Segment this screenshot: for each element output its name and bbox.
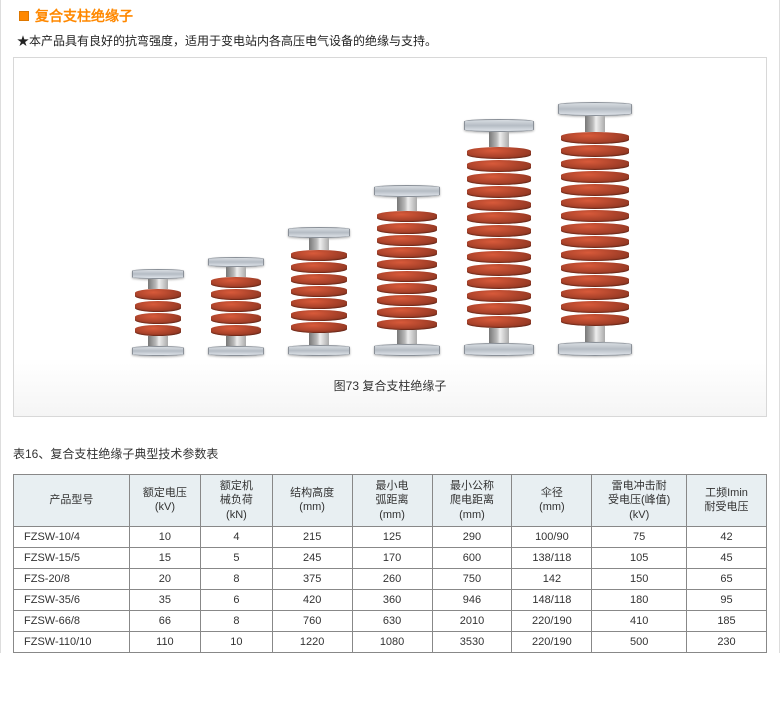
insulator-2 <box>208 257 264 356</box>
cell-h: 245 <box>272 547 352 568</box>
cell-kv: 15 <box>129 547 201 568</box>
cell-h: 215 <box>272 526 352 547</box>
page-container: 复合支柱绝缘子 ★本产品具有良好的抗弯强度，适用于变电站内各高压电气设备的绝缘与… <box>0 0 780 653</box>
insulators-row <box>132 102 632 356</box>
cell-creep: 290 <box>432 526 512 547</box>
table-row: FZSW-35/6356420360946148/11818095 <box>14 589 767 610</box>
insulator-3 <box>288 227 350 356</box>
cell-h: 760 <box>272 610 352 631</box>
figure-area: 图73 复合支柱绝缘子 <box>13 57 767 417</box>
table-row: FZSW-110/1011010122010803530220/19050023… <box>14 631 767 652</box>
cell-arc: 170 <box>352 547 432 568</box>
cell-kv: 10 <box>129 526 201 547</box>
cell-impulse: 105 <box>592 547 687 568</box>
page-title: 复合支柱绝缘子 <box>35 6 133 26</box>
spec-table: 产品型号额定电压(kV)额定机械负荷(kN)结构高度(mm)最小电弧距离(mm)… <box>13 474 767 653</box>
cell-model: FZSW-10/4 <box>14 526 130 547</box>
table-body: FZSW-10/4104215125290100/907542FZSW-15/5… <box>14 526 767 652</box>
table-header-row: 产品型号额定电压(kV)额定机械负荷(kN)结构高度(mm)最小电弧距离(mm)… <box>14 475 767 527</box>
cell-impulse: 410 <box>592 610 687 631</box>
cell-arc: 260 <box>352 568 432 589</box>
col-pf: 工频Imin耐受电压 <box>687 475 767 527</box>
product-description: ★本产品具有良好的抗弯强度，适用于变电站内各高压电气设备的绝缘与支持。 <box>17 32 767 49</box>
cell-h: 1220 <box>272 631 352 652</box>
cell-h: 375 <box>272 568 352 589</box>
cell-model: FZSW-66/8 <box>14 610 130 631</box>
col-h: 结构高度(mm) <box>272 475 352 527</box>
insulator-6 <box>558 102 632 356</box>
cell-creep: 946 <box>432 589 512 610</box>
title-bar: 复合支柱绝缘子 <box>19 6 767 26</box>
cell-creep: 600 <box>432 547 512 568</box>
cell-dia: 100/90 <box>512 526 592 547</box>
cell-kn: 8 <box>201 610 273 631</box>
cell-kn: 6 <box>201 589 273 610</box>
cell-impulse: 500 <box>592 631 687 652</box>
cell-dia: 138/118 <box>512 547 592 568</box>
cell-pf: 185 <box>687 610 767 631</box>
cell-dia: 220/190 <box>512 610 592 631</box>
cell-pf: 230 <box>687 631 767 652</box>
cell-kv: 35 <box>129 589 201 610</box>
cell-model: FZSW-110/10 <box>14 631 130 652</box>
cell-pf: 42 <box>687 526 767 547</box>
cell-impulse: 180 <box>592 589 687 610</box>
cell-kv: 66 <box>129 610 201 631</box>
cell-pf: 95 <box>687 589 767 610</box>
table-row: FZS-20/820837526075014215065 <box>14 568 767 589</box>
cell-kv: 110 <box>129 631 201 652</box>
cell-kn: 8 <box>201 568 273 589</box>
cell-kn: 5 <box>201 547 273 568</box>
cell-kn: 4 <box>201 526 273 547</box>
figure-caption: 图73 复合支柱绝缘子 <box>334 377 447 394</box>
table-caption: 表16、复合支柱绝缘子典型技术参数表 <box>13 445 767 462</box>
cell-creep: 750 <box>432 568 512 589</box>
insulator-5 <box>464 119 534 356</box>
col-creep: 最小公称爬电距离(mm) <box>432 475 512 527</box>
cell-h: 420 <box>272 589 352 610</box>
cell-kn: 10 <box>201 631 273 652</box>
col-kn: 额定机械负荷(kN) <box>201 475 273 527</box>
title-icon <box>19 11 29 21</box>
table-row: FZSW-10/4104215125290100/907542 <box>14 526 767 547</box>
cell-impulse: 75 <box>592 526 687 547</box>
table-row: FZSW-15/5155245170600138/11810545 <box>14 547 767 568</box>
cell-dia: 148/118 <box>512 589 592 610</box>
cell-model: FZS-20/8 <box>14 568 130 589</box>
col-dia: 伞径(mm) <box>512 475 592 527</box>
cell-dia: 142 <box>512 568 592 589</box>
cell-arc: 125 <box>352 526 432 547</box>
cell-arc: 1080 <box>352 631 432 652</box>
cell-pf: 45 <box>687 547 767 568</box>
cell-creep: 2010 <box>432 610 512 631</box>
col-arc: 最小电弧距离(mm) <box>352 475 432 527</box>
cell-model: FZSW-15/5 <box>14 547 130 568</box>
cell-pf: 65 <box>687 568 767 589</box>
col-kv: 额定电压(kV) <box>129 475 201 527</box>
cell-impulse: 150 <box>592 568 687 589</box>
cell-dia: 220/190 <box>512 631 592 652</box>
insulator-4 <box>374 185 440 356</box>
cell-kv: 20 <box>129 568 201 589</box>
cell-arc: 630 <box>352 610 432 631</box>
insulator-1 <box>132 269 184 356</box>
cell-model: FZSW-35/6 <box>14 589 130 610</box>
cell-creep: 3530 <box>432 631 512 652</box>
cell-arc: 360 <box>352 589 432 610</box>
col-model: 产品型号 <box>14 475 130 527</box>
table-row: FZSW-66/86687606302010220/190410185 <box>14 610 767 631</box>
col-impulse: 雷电冲击耐受电压(峰值)(kV) <box>592 475 687 527</box>
